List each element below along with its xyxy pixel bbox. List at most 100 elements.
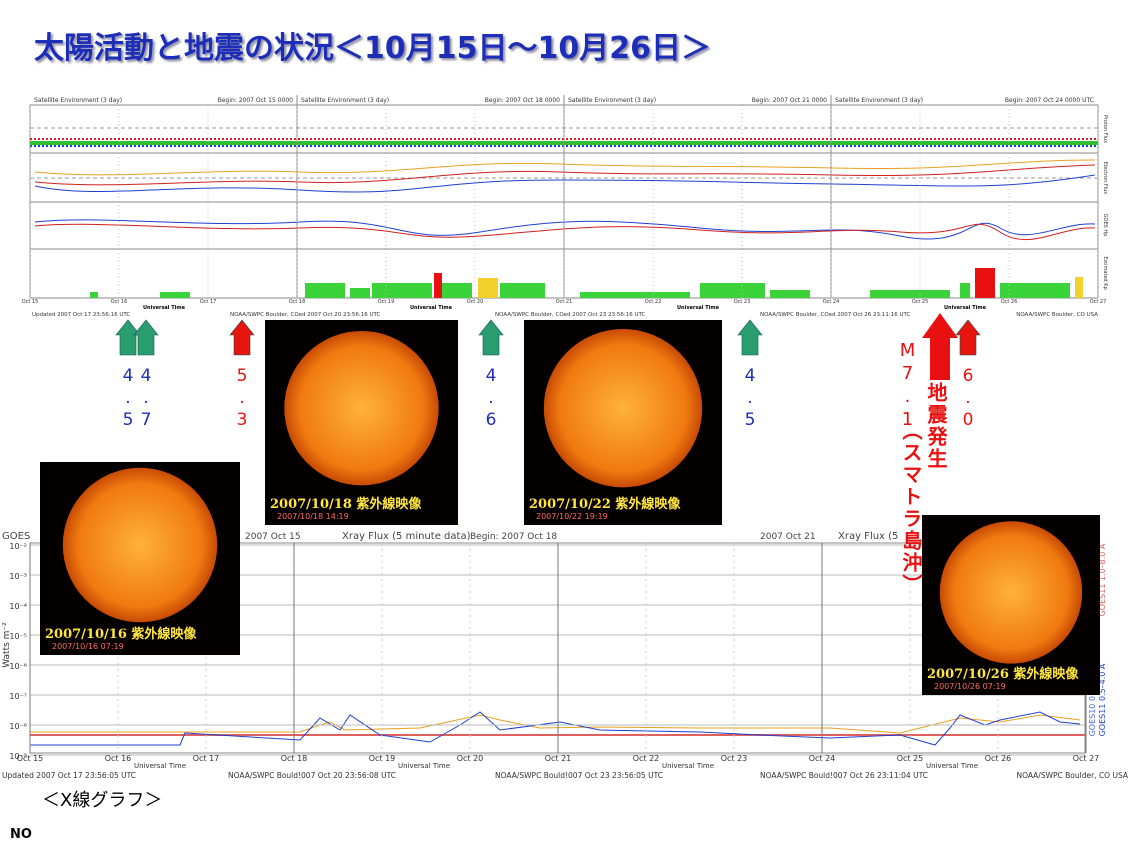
- xray-date: Oct 27: [1073, 754, 1100, 763]
- arrow: [955, 319, 981, 356]
- xray-ytick: 10⁻⁹: [9, 752, 27, 761]
- xray-date: Oct 22: [633, 754, 660, 763]
- footer-caption: ＜X線グラフ＞: [42, 790, 162, 811]
- xray-begin: 2007 Oct 21: [760, 532, 816, 542]
- xray-date: Oct 25: [897, 754, 924, 763]
- panel-footer: NOAA/SWPC Boulder, CO USA: [1016, 312, 1098, 318]
- sun-disk: [939, 521, 1083, 664]
- quake-label: 地震発生: [924, 382, 948, 470]
- sun-disk: [284, 330, 439, 486]
- footer-note: NO: [10, 827, 32, 842]
- xray-begin: 2007 Oct 15: [245, 532, 301, 542]
- xray-title: Xray Flux (5: [838, 531, 898, 542]
- xray-date: Oct 26: [985, 754, 1012, 763]
- xray-legend: GOES11 0.5–4.0 A: [1098, 663, 1107, 736]
- arrow: [478, 319, 504, 356]
- date-label: Oct 24: [823, 299, 840, 305]
- magnitude: 6.0: [958, 366, 978, 432]
- xray-ytick: 10⁻²: [9, 542, 27, 551]
- date-label: Oct 22: [645, 299, 662, 305]
- xray-footer: NOAA/SWPC Boulder, CO USA: [1016, 771, 1128, 780]
- hp-trace: [34, 219, 1096, 240]
- title: 太陽活動と地震の状況＜10月15日～10月26日＞: [34, 31, 711, 66]
- xray-begin: Begin: 2007 Oct 18: [470, 532, 557, 542]
- panel-begin: Begin: 2007 Oct 24 0000 UTC: [1005, 97, 1094, 104]
- axis-label: Universal Time: [410, 305, 453, 311]
- xray-footer: NOAA/SWPC Bould!007 Oct 23 23:56:05 UTC: [495, 771, 663, 780]
- panel-begin: Begin: 2007 Oct 21 0000: [752, 97, 827, 104]
- date-label: Oct 16: [111, 299, 128, 305]
- axis-label: Universal Time: [944, 305, 987, 311]
- axis-label: Universal Time: [143, 305, 186, 311]
- sun-stamp: 2007/10/26 07:19: [934, 682, 1006, 691]
- xray-ytick: 10⁻⁶: [9, 662, 27, 671]
- xray-date: Oct 17: [193, 754, 220, 763]
- panel-header: Satellite Environment (3 day): [34, 97, 122, 104]
- electron-trace: [34, 164, 1096, 186]
- date-label: Oct 17: [200, 299, 217, 305]
- quake-magnitude: M7.1: [897, 340, 918, 432]
- arrow: [133, 319, 159, 356]
- xray-ytick: 10⁻⁸: [9, 722, 27, 731]
- quake-place: （スマトラ島沖）: [899, 420, 923, 596]
- electron-trace: [34, 174, 1096, 193]
- xray-date: Oct 20: [457, 754, 484, 763]
- xray-date: Oct 21: [545, 754, 572, 763]
- xray-ytick: 10⁻⁴: [9, 602, 27, 611]
- xray-xlabel: Universal Time: [926, 762, 978, 770]
- sun-caption: 2007/10/16 紫外線映像: [45, 627, 197, 642]
- magnitude: 4.5: [118, 366, 138, 432]
- date-label: Oct 26: [1001, 299, 1018, 305]
- sun-caption: 2007/10/18 紫外線映像: [270, 497, 422, 512]
- sun-caption: 2007/10/26 紫外線映像: [927, 667, 1079, 682]
- panel-footer: Updated 2007 Oct 17 23:56:16 UTC: [32, 312, 130, 318]
- row-label: GOES Hp: [1102, 214, 1108, 237]
- date-label: Oct 15: [22, 299, 39, 305]
- xray-footer: Updated 2007 Oct 17 23:56:05 UTC: [2, 771, 136, 780]
- xray-legend: GOES10 0.5–4.0 A: [1088, 663, 1097, 736]
- xray-title: Xray Flux (5 minute data): [342, 531, 471, 542]
- date-label: Oct 27: [1090, 299, 1107, 305]
- date-label: Oct 20: [467, 299, 484, 305]
- magnitude: 4.7: [136, 366, 156, 432]
- xray-legend: GOES11 1.0–8.0 A: [1098, 543, 1107, 616]
- sun-stamp: 2007/10/22 19:19: [536, 512, 608, 521]
- electron-trace: [34, 159, 1096, 176]
- arrow: [737, 319, 763, 356]
- magnitude: 4.5: [740, 366, 760, 432]
- kp-bars: [478, 277, 1083, 298]
- xray-date: Oct 16: [105, 754, 132, 763]
- xray-ytick: 10⁻⁵: [9, 632, 27, 641]
- kp-bars: [90, 283, 1070, 298]
- xray-title: GOES: [2, 531, 30, 542]
- hp-trace: [34, 223, 1096, 241]
- row-label: Proton Flux: [1102, 115, 1108, 143]
- magnitude: 4.6: [481, 366, 501, 432]
- arrow: [229, 319, 255, 356]
- sun-disk: [543, 328, 703, 488]
- xray-xlabel: Universal Time: [134, 762, 186, 770]
- xray-date: Oct 15: [17, 754, 44, 763]
- xray-date: Oct 23: [721, 754, 748, 763]
- xray-xlabel: Universal Time: [662, 762, 714, 770]
- row-label: Electron Flux: [1102, 162, 1108, 195]
- kp-bars: [434, 268, 995, 298]
- date-label: Oct 21: [556, 299, 573, 305]
- panel-header: Satellite Environment (3 day): [568, 97, 656, 104]
- date-label: Oct 23: [734, 299, 751, 305]
- xray-xlabel: Universal Time: [398, 762, 450, 770]
- axis-label: Universal Time: [677, 305, 720, 311]
- panel-footer: NOAA/SWPC Boulder, COed 2007 Oct 23 23:5…: [495, 312, 646, 318]
- date-label: Oct 19: [378, 299, 395, 305]
- xray-footer: NOAA/SWPC Bould!007 Oct 26 23:11:04 UTC: [760, 771, 928, 780]
- magnitude: 5.3: [232, 366, 252, 432]
- sun-disk: [62, 467, 218, 623]
- date-label: Oct 25: [912, 299, 929, 305]
- panel-header: Satellite Environment (3 day): [301, 97, 389, 104]
- sun-stamp: 2007/10/18 14:19: [277, 512, 349, 521]
- xray-ylabel: Watts m⁻²: [2, 622, 12, 668]
- xray-date: Oct 24: [809, 754, 836, 763]
- xray-date: Oct 19: [369, 754, 396, 763]
